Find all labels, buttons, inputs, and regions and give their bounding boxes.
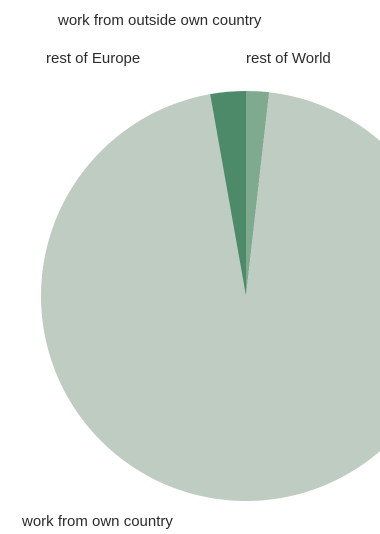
label-rest-of-europe: rest of Europe (46, 50, 141, 67)
pie-slice-rest-of-world (246, 91, 270, 296)
label-rest-of-world: rest of World (246, 50, 331, 67)
label-work-from-outside-own-country: work from outside own country (58, 12, 262, 29)
pie-slice-work-from-own-country (40, 92, 380, 501)
pie-slice-rest-of-europe (210, 91, 246, 296)
label-work-from-own-country: work from own country (22, 513, 173, 530)
